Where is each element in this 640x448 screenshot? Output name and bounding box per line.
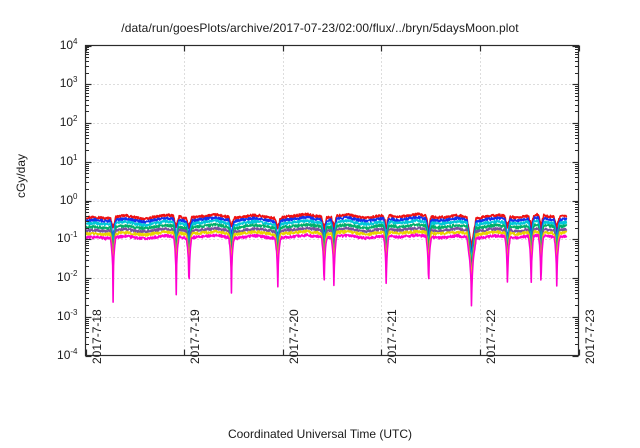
y-tick-label: 101 [59, 152, 78, 168]
x-tick-label: 2017-7-18 [89, 308, 104, 364]
x-tick-label: 2017-7-21 [385, 308, 400, 364]
x-axis-label: Coordinated Universal Time (UTC) [227, 427, 413, 441]
y-tick-label: 10-3 [57, 307, 78, 323]
y-tick-label: 102 [59, 114, 78, 129]
x-tick-label: 2017-7-19 [188, 308, 203, 364]
y-tick-label: 100 [59, 191, 78, 207]
y-tick-label: 10-1 [57, 230, 78, 246]
y-tick-label: 10-4 [57, 346, 78, 362]
y-tick-label: 10-2 [57, 269, 78, 284]
x-tick-label: 2017-7-20 [286, 308, 301, 364]
x-tick-label: 2017-7-23 [582, 308, 597, 364]
plot-frame [84, 44, 580, 357]
data-series-group [85, 212, 568, 307]
x-tick-label: 2017-7-22 [483, 308, 498, 364]
y-tick-label: 104 [59, 36, 78, 52]
chart-title: /data/run/goesPlots/archive/2017-07-23/0… [121, 21, 519, 35]
y-tick-label: 103 [59, 75, 78, 91]
data-series-channel-6 [85, 229, 568, 292]
data-series-channel-7 [85, 233, 568, 307]
data-series-channel-2 [85, 215, 568, 260]
